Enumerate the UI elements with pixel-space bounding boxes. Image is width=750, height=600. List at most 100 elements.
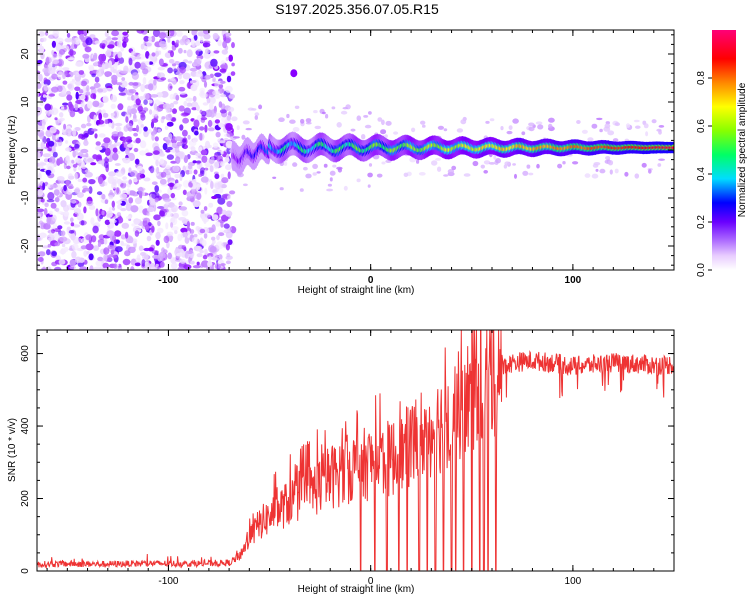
spectrogram-noise-cell bbox=[183, 264, 192, 270]
spectrogram-noise-cell bbox=[138, 205, 144, 214]
spectrogram-noise-cell bbox=[39, 45, 45, 54]
spectrogram-noise-cell bbox=[41, 245, 50, 249]
spectrogram-noise-cell bbox=[94, 76, 100, 83]
spectrogram-noise-cell bbox=[211, 214, 219, 221]
spectrogram-noise-cell bbox=[183, 100, 188, 107]
spectrogram-noise-cell bbox=[128, 57, 133, 66]
spectrogram-noise-cell bbox=[74, 187, 81, 195]
spectrogram-noise-cell bbox=[220, 94, 227, 98]
spectrogram-noise-cell bbox=[52, 151, 58, 158]
spectrogram-noise-cell bbox=[105, 37, 111, 41]
spectrogram-noise-cell bbox=[155, 159, 159, 167]
spectrogram-noise-cell bbox=[219, 109, 227, 114]
spectrogram-noise-cell bbox=[42, 67, 49, 73]
spectrogram-cell bbox=[411, 127, 416, 133]
spectrogram-noise-cell bbox=[146, 128, 152, 134]
spectrogram-noise-cell bbox=[77, 178, 83, 183]
spectrogram-cell bbox=[367, 184, 371, 188]
spectrogram-cell bbox=[393, 131, 399, 135]
spectrogram-cell bbox=[643, 123, 649, 129]
spectrogram-noise-cell bbox=[151, 250, 160, 254]
spectrogram-noise-cell bbox=[171, 40, 175, 46]
spectrogram-noise-cell bbox=[215, 221, 221, 227]
spectrogram-noise-cell bbox=[179, 173, 183, 182]
spectrogram-noise-cell bbox=[92, 225, 99, 234]
spectrogram-noise-cell bbox=[73, 224, 81, 228]
spectrogram-noise-cell bbox=[134, 230, 140, 237]
snr-x-tick-label: 0 bbox=[368, 576, 374, 587]
spectrogram-noise-cell bbox=[217, 197, 226, 205]
spectrogram-noise-cell bbox=[97, 119, 105, 125]
spectrogram-noise-cell bbox=[83, 140, 89, 147]
spectrogram-cell bbox=[325, 113, 329, 119]
spectrogram-noise-cell bbox=[57, 225, 63, 230]
spectrogram-noise-cell bbox=[37, 125, 43, 130]
spectrogram-cell bbox=[323, 163, 328, 168]
spectrogram-noise-cell bbox=[155, 239, 160, 246]
spectrogram-noise-cell bbox=[115, 82, 123, 86]
spectrogram-noise-cell bbox=[43, 83, 49, 91]
spectrogram-noise-cell bbox=[212, 32, 219, 40]
spectrogram-x-tick-label: 0 bbox=[368, 275, 374, 286]
spectrogram-noise-cell bbox=[109, 223, 115, 229]
spectrogram-noise-cell bbox=[115, 126, 122, 132]
spectrogram-noise-cell bbox=[84, 169, 90, 173]
spectrogram-noise-cell bbox=[124, 231, 129, 239]
spectrogram-noise-cell bbox=[104, 219, 111, 225]
spectrogram-cell bbox=[356, 178, 361, 183]
spectrogram-noise-cell bbox=[85, 91, 91, 96]
spectrogram-noise-cell bbox=[145, 152, 153, 157]
spectrogram-noise-cell bbox=[108, 207, 113, 211]
spectrogram-noise-cell bbox=[60, 248, 66, 255]
spectrogram-noise-cell bbox=[179, 258, 186, 264]
spectrogram-noise-cell bbox=[170, 192, 176, 199]
spectrogram-noise-cell bbox=[178, 105, 185, 112]
spectrogram-cell bbox=[604, 123, 611, 129]
spectrogram-cell bbox=[381, 119, 385, 126]
spectrogram-noise-cell bbox=[175, 156, 181, 165]
spectrogram-noise-cell bbox=[209, 265, 214, 270]
spectrogram-noise-cell bbox=[112, 152, 119, 161]
snr-ticks: -100 0 100 0 200 400 600 bbox=[20, 330, 675, 587]
spectrogram-noise-cell bbox=[58, 259, 66, 265]
spectrogram-cell bbox=[289, 119, 296, 124]
spectrogram-noise-cell bbox=[64, 37, 73, 43]
spectrogram-noise-cell bbox=[150, 35, 156, 43]
spectrogram-cell bbox=[483, 170, 489, 174]
spectrogram-noise-cell bbox=[195, 152, 201, 157]
spectrogram-noise-cell bbox=[43, 208, 48, 216]
spectrogram-noise-cell bbox=[49, 230, 57, 238]
spectrogram-cell bbox=[526, 164, 531, 169]
spectrogram-noise-cell bbox=[226, 200, 233, 208]
spectrogram-noise-cell bbox=[50, 202, 57, 209]
spectrogram-noise-cell bbox=[225, 123, 233, 131]
spectrogram-noise-cell bbox=[215, 131, 221, 138]
spectrogram-noise-cell bbox=[153, 79, 157, 86]
spectrogram-noise-cell bbox=[218, 83, 224, 89]
spectrogram-noise-cell bbox=[165, 222, 169, 230]
spectrogram-noise-cell bbox=[204, 124, 208, 133]
spectrogram-noise-cell bbox=[203, 33, 211, 40]
spectrogram-noise-cell bbox=[164, 125, 169, 130]
spectrogram-noise-cell bbox=[66, 189, 73, 195]
spectrogram-noise-cell bbox=[72, 128, 77, 137]
spectrogram-noise-cell bbox=[116, 40, 122, 48]
spectrogram-noise-cell bbox=[172, 212, 179, 219]
spectrogram-noise-cell bbox=[130, 50, 136, 56]
spectrogram-noise-cell bbox=[224, 32, 232, 37]
spectrogram-noise-cell bbox=[116, 200, 123, 204]
spectrogram-noise-cell bbox=[229, 190, 236, 195]
spectrogram-noise-cell bbox=[52, 214, 57, 222]
spectrogram-noise-cell bbox=[182, 59, 189, 63]
spectrogram-noise-cell bbox=[193, 169, 198, 175]
spectrogram-noise-cell bbox=[157, 255, 163, 262]
spectrogram-noise-cell bbox=[121, 77, 126, 81]
spectrogram-noise-cell bbox=[131, 72, 139, 80]
snr-series-line bbox=[37, 330, 674, 571]
spectrogram-noise-cell bbox=[91, 73, 96, 78]
spectrogram-cell bbox=[305, 173, 312, 179]
spectrogram-cell bbox=[451, 165, 457, 171]
spectrogram-noise-cell bbox=[114, 142, 122, 147]
spectrogram-cell bbox=[278, 117, 285, 122]
